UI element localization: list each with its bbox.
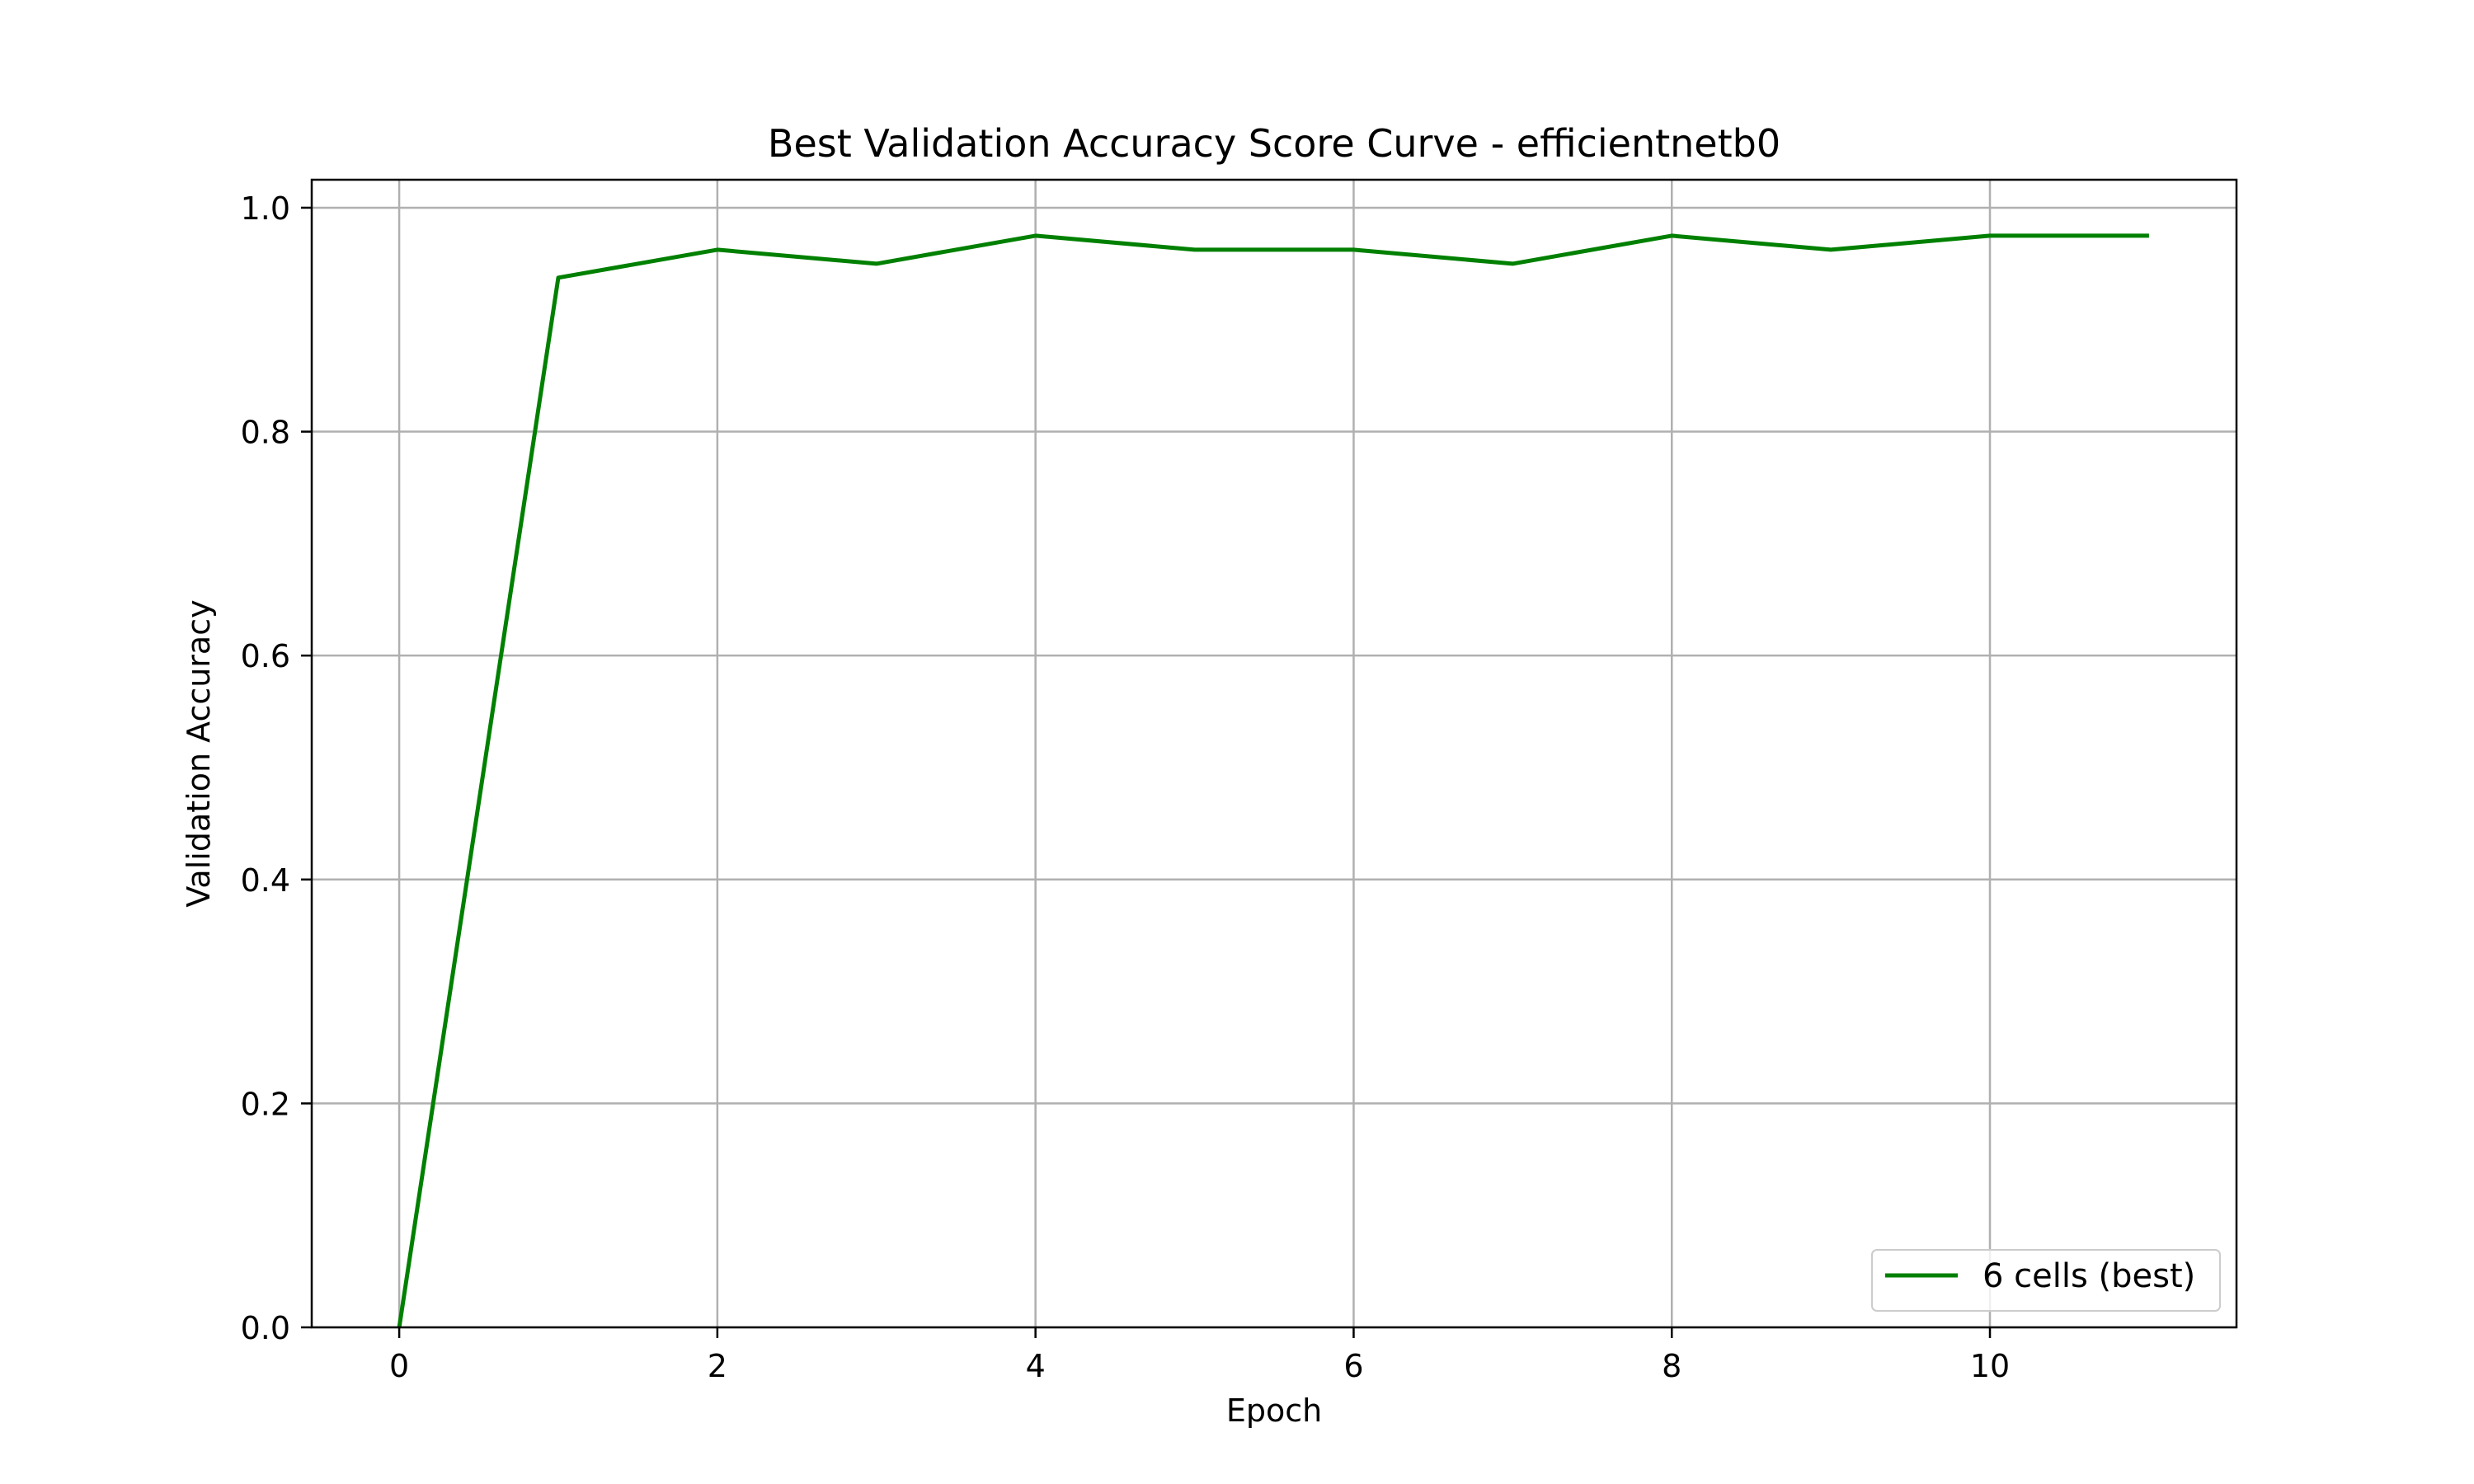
- x-tick-label: 6: [1343, 1348, 1363, 1384]
- y-tick-label: 0.2: [241, 1086, 290, 1122]
- y-tick-label: 0.4: [241, 862, 290, 899]
- series-line: [397, 233, 2149, 1328]
- x-tick-label: 4: [1026, 1348, 1046, 1384]
- y-axis-label: Validation Accuracy: [181, 599, 217, 907]
- y-tick-label: 0.6: [241, 638, 290, 674]
- x-tick-label: 8: [1662, 1348, 1681, 1384]
- series-lines: [397, 233, 2149, 1328]
- plot-area-frame: [310, 178, 2238, 1329]
- chart-title: Best Validation Accuracy Score Curve - e…: [768, 121, 1780, 166]
- x-axis-label: Epoch: [1226, 1392, 1322, 1429]
- axis-ticks: 0 2 4 6 8 10 0.0 0.2 0.4 0.6 0.8 1.0: [241, 190, 2011, 1384]
- y-tick-label: 0.0: [241, 1310, 290, 1346]
- x-tick-label: 0: [389, 1348, 409, 1384]
- y-tick-label: 1.0: [241, 190, 290, 227]
- x-tick-label: 2: [708, 1348, 727, 1384]
- legend-label: 6 cells (best): [1982, 1257, 2195, 1295]
- y-tick-label: 0.8: [241, 415, 290, 451]
- legend-box: [1871, 1249, 2221, 1312]
- legend: 6 cells (best): [1871, 1249, 2221, 1312]
- x-tick-label: 10: [1970, 1348, 2010, 1384]
